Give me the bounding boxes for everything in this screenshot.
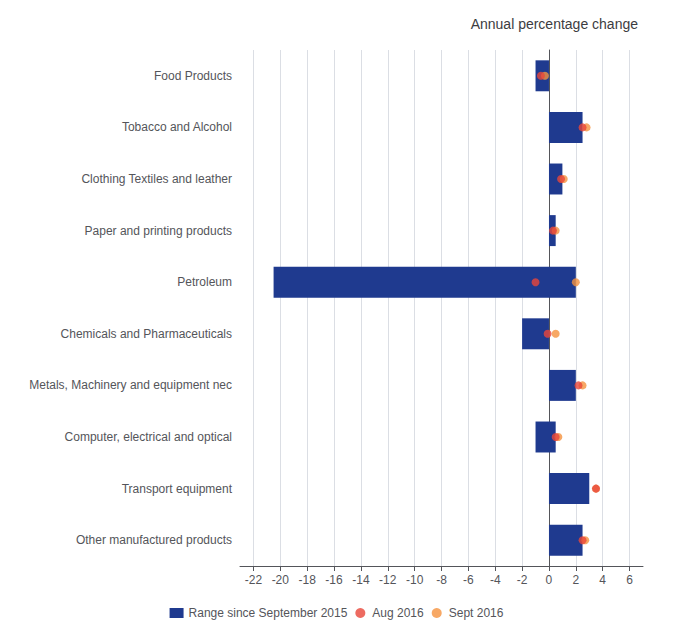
svg-text:2: 2	[572, 573, 579, 587]
svg-text:Chemicals and Pharmaceuticals: Chemicals and Pharmaceuticals	[61, 327, 232, 341]
svg-text:-4: -4	[490, 573, 501, 587]
svg-text:Clothing Textiles and leather: Clothing Textiles and leather	[81, 172, 232, 186]
svg-text:-12: -12	[379, 573, 397, 587]
svg-text:-20: -20	[272, 573, 290, 587]
svg-text:Petroleum: Petroleum	[177, 275, 232, 289]
svg-text:Computer, electrical and optic: Computer, electrical and optical	[65, 430, 232, 444]
svg-text:-8: -8	[436, 573, 447, 587]
svg-text:-6: -6	[463, 573, 474, 587]
svg-text:Annual percentage change: Annual percentage change	[471, 16, 639, 32]
svg-text:Tobacco and Alcohol: Tobacco and Alcohol	[122, 120, 232, 134]
svg-text:Transport equipment: Transport equipment	[122, 482, 233, 496]
svg-text:Metals, Machinery and equipmen: Metals, Machinery and equipment nec	[29, 378, 232, 392]
svg-text:-14: -14	[352, 573, 370, 587]
svg-text:-10: -10	[406, 573, 424, 587]
svg-text:0: 0	[546, 573, 553, 587]
svg-text:-16: -16	[325, 573, 343, 587]
svg-text:-2: -2	[517, 573, 528, 587]
svg-text:-18: -18	[298, 573, 316, 587]
svg-text:Sept 2016: Sept 2016	[449, 606, 504, 620]
svg-text:-22: -22	[245, 573, 263, 587]
svg-text:Food Products: Food Products	[154, 69, 232, 83]
svg-text:Other manufactured products: Other manufactured products	[76, 533, 232, 547]
svg-text:6: 6	[626, 573, 633, 587]
svg-text:4: 4	[599, 573, 606, 587]
svg-text:Paper and printing products: Paper and printing products	[85, 224, 232, 238]
svg-text:Range since September 2015: Range since September 2015	[189, 606, 348, 620]
svg-text:Aug 2016: Aug 2016	[372, 606, 424, 620]
